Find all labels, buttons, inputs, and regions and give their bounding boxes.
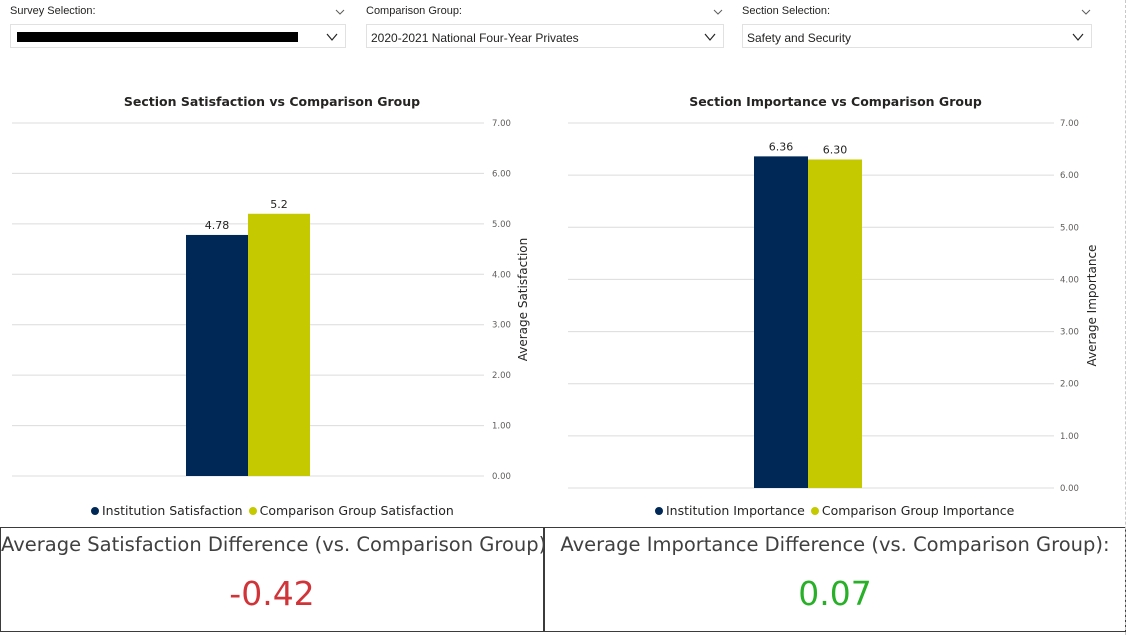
satisfaction-y-tick-label: 6.00 (492, 169, 511, 179)
importance-y-tick-label: 5.00 (1060, 223, 1079, 233)
section-slicer-title: Section Selection: (742, 5, 831, 17)
satisfaction-data-label: 4.78 (205, 219, 230, 232)
comparison-slicer-header: Comparison Group: (366, 5, 724, 21)
legend-item-institution[interactable]: Institution Satisfaction (91, 503, 243, 518)
comparison-dropdown[interactable]: 2020-2021 National Four-Year Privates (366, 24, 724, 48)
importance-data-label: 6.30 (823, 144, 848, 157)
section-slicer-header: Section Selection: (742, 5, 1092, 21)
legend-label-institution-satisfaction: Institution Satisfaction (102, 503, 243, 518)
satisfaction-difference-card: Average Satisfaction Difference (vs. Com… (0, 527, 553, 632)
importance-bar-chart: 0.00 1.00 2.00 3.00 4.00 5.00 6.00 7.00 6.36 6.30… (568, 119, 1099, 494)
importance-y-tick-label: 0.00 (1060, 484, 1079, 494)
comparison-dropdown-value: 2020-2021 National Four-Year Privates (371, 31, 579, 45)
importance-difference-label: Average Importance Difference (vs. Compa… (560, 533, 1110, 556)
legend-label-comparison-satisfaction: Comparison Group Satisfaction (259, 503, 454, 518)
chevron-down-icon[interactable] (325, 30, 339, 44)
section-dropdown[interactable]: Safety and Security (742, 24, 1092, 48)
satisfaction-y-tick-label: 7.00 (492, 119, 511, 129)
comparison-slicer: Comparison Group: 2020-2021 National Fou… (366, 0, 724, 52)
legend-label-comparison-importance: Comparison Group Importance (821, 503, 1015, 518)
satisfaction-y-tick-label: 4.00 (492, 270, 511, 280)
comparison-slicer-title: Comparison Group: (366, 5, 462, 17)
satisfaction-data-label: 5.2 (270, 198, 288, 211)
survey-slicer: Survey Selection: (10, 0, 346, 52)
page-edge-divider (1125, 0, 1127, 635)
section-dropdown-value: Safety and Security (747, 31, 852, 45)
satisfaction-bar-comparison[interactable] (248, 213, 310, 476)
chevron-down-icon[interactable] (1071, 30, 1085, 44)
legend-item-comparison[interactable]: Comparison Group Importance (810, 503, 1015, 518)
satisfaction-bar-institution[interactable] (186, 234, 248, 476)
satisfaction-y-tick-label: 0.00 (492, 472, 511, 482)
importance-bar-institution[interactable] (754, 156, 808, 488)
importance-data-label: 6.36 (769, 140, 794, 153)
survey-slicer-header: Survey Selection: (10, 5, 346, 21)
importance-y-tick-label: 6.00 (1060, 171, 1079, 181)
satisfaction-bar-chart: 0.00 1.00 2.00 3.00 4.00 5.00 6.00 7.00 4.78 5.2 A… (12, 119, 530, 482)
importance-y-tick-label: 2.00 (1060, 380, 1079, 390)
importance-y-tick-label: 7.00 (1060, 119, 1079, 129)
importance-difference-card: Average Importance Difference (vs. Compa… (544, 527, 1126, 632)
importance-chart-title: Section Importance vs Comparison Group (689, 94, 982, 109)
importance-y-tick-label: 4.00 (1060, 275, 1079, 285)
satisfaction-legend: Institution Satisfaction Comparison Grou… (91, 503, 460, 518)
importance-difference-value: 0.07 (798, 574, 872, 613)
chevron-down-icon[interactable] (703, 30, 717, 44)
satisfaction-y-axis-title: Average Satisfaction (516, 238, 530, 362)
importance-y-tick-label: 3.00 (1060, 328, 1079, 338)
importance-y-tick-label: 1.00 (1060, 432, 1079, 442)
satisfaction-y-tick-label: 2.00 (492, 371, 511, 381)
importance-y-axis-title: Average Importance (1085, 245, 1099, 367)
chevron-down-icon[interactable] (712, 6, 724, 18)
importance-bar-comparison[interactable] (808, 159, 862, 489)
satisfaction-difference-value: -0.42 (229, 574, 315, 613)
redacted-survey-value (17, 32, 298, 42)
satisfaction-chart-title: Section Satisfaction vs Comparison Group (123, 94, 421, 109)
legend-item-institution[interactable]: Institution Importance (655, 503, 805, 518)
circle-icon (655, 506, 663, 515)
section-slicer: Section Selection: Safety and Security (742, 0, 1092, 52)
satisfaction-y-tick-label: 3.00 (492, 321, 511, 331)
satisfaction-y-tick-label: 1.00 (492, 422, 511, 432)
survey-dropdown[interactable] (10, 24, 346, 48)
legend-label-institution-importance: Institution Importance (666, 503, 805, 518)
circle-icon (810, 506, 819, 515)
chevron-down-icon[interactable] (1080, 6, 1092, 18)
legend-item-comparison[interactable]: Comparison Group Satisfaction (248, 503, 454, 518)
circle-icon (91, 506, 99, 515)
survey-slicer-title: Survey Selection: (10, 5, 96, 17)
chevron-down-icon[interactable] (334, 6, 346, 18)
satisfaction-difference-label: Average Satisfaction Difference (vs. Com… (1, 533, 553, 556)
circle-icon (248, 506, 257, 515)
satisfaction-y-tick-label: 5.00 (492, 220, 511, 230)
importance-legend: Institution Importance Comparison Group … (655, 503, 1020, 518)
